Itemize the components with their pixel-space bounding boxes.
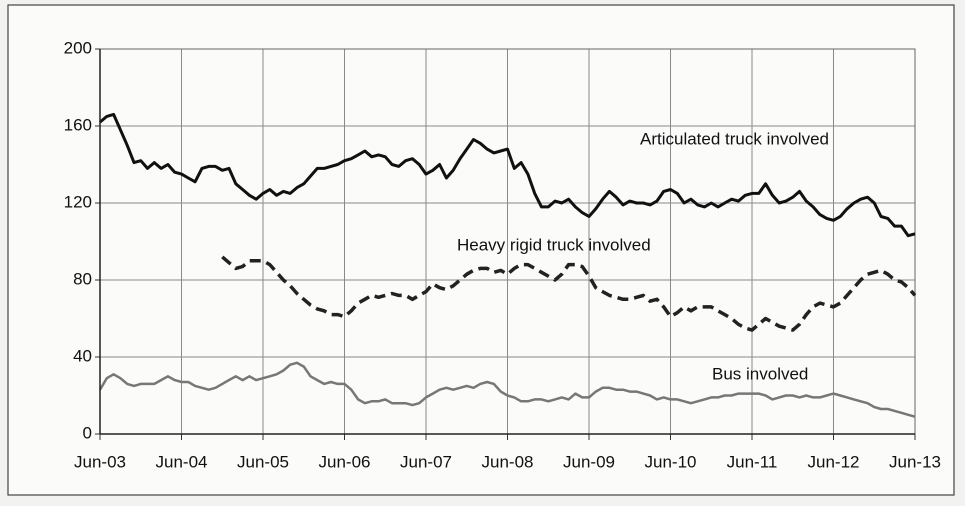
series-label: Bus involved <box>712 364 808 383</box>
x-tick-label: Jun-12 <box>808 452 860 471</box>
chart-frame <box>7 4 955 496</box>
y-tick-label: 120 <box>64 192 92 211</box>
x-tick-label: Jun-06 <box>319 452 371 471</box>
x-tick-label: Jun-10 <box>645 452 697 471</box>
y-tick-label: 80 <box>73 269 92 288</box>
series-line <box>221 255 917 332</box>
x-tick-label: Jun-09 <box>563 452 615 471</box>
y-tick-label: 200 <box>64 38 92 57</box>
x-tick-label: Jun-03 <box>74 452 126 471</box>
series-line <box>99 112 916 238</box>
x-tick-label: Jun-07 <box>400 452 452 471</box>
lines <box>98 112 917 418</box>
series-label: Articulated truck involved <box>640 129 829 148</box>
series-line <box>98 361 916 418</box>
x-tick-label: Jun-04 <box>156 452 208 471</box>
x-tick-label: Jun-11 <box>727 452 778 471</box>
x-tick-label: Jun-13 <box>889 452 941 471</box>
x-tick-label: Jun-05 <box>237 452 289 471</box>
series-label: Heavy rigid truck involved <box>457 235 651 254</box>
y-tick-label: 40 <box>73 346 92 365</box>
y-tick-label: 160 <box>64 115 92 134</box>
y-tick-label: 0 <box>83 423 92 442</box>
x-tick-label: Jun-08 <box>482 452 534 471</box>
